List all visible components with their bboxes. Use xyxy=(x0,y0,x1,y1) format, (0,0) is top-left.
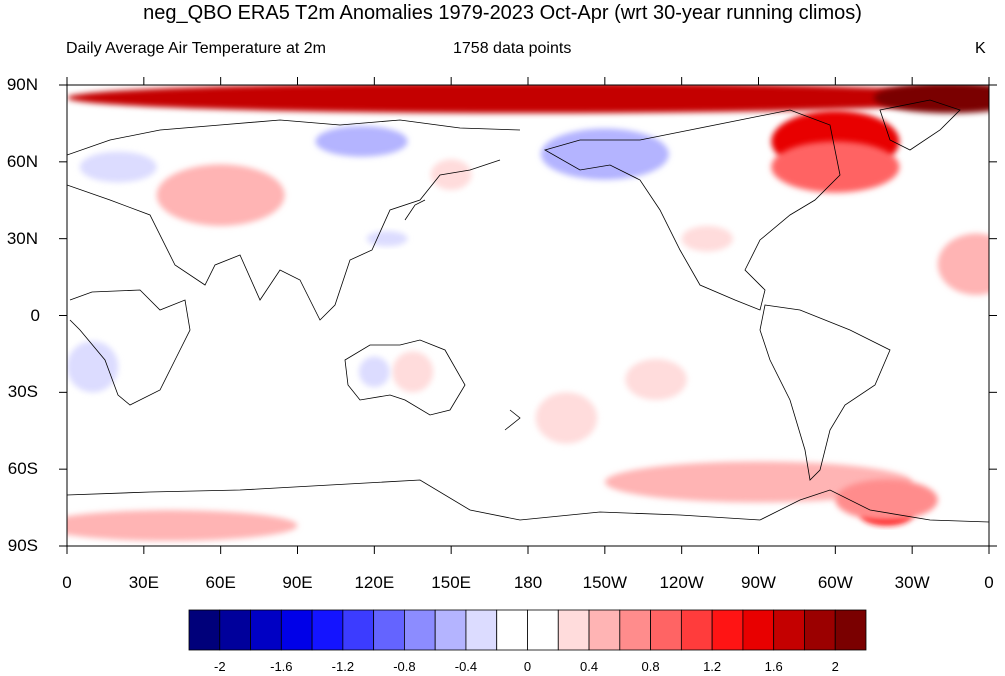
anomaly-region-10 xyxy=(366,230,408,247)
anomaly-region-1 xyxy=(873,85,989,114)
colorbar-swatch-11 xyxy=(527,609,559,651)
colorbar-label-9: 1.6 xyxy=(764,659,783,674)
anomaly-region-21 xyxy=(67,341,119,393)
coastline-new-zealand xyxy=(504,409,521,431)
colorbar-label-7: 0.8 xyxy=(641,659,660,674)
colorbar-swatch-19 xyxy=(773,609,805,651)
colorbar-swatch-3 xyxy=(280,609,313,651)
colorbar-swatch-4 xyxy=(311,609,344,651)
colorbar-label-2: -1.2 xyxy=(331,659,355,674)
anomaly-region-8 xyxy=(315,125,408,157)
colorbar-swatch-6 xyxy=(373,609,405,651)
anomaly-region-14 xyxy=(67,510,298,541)
colorbar-swatch-7 xyxy=(404,609,436,651)
lon-label-4: 120E xyxy=(354,573,395,592)
anomaly-region-0 xyxy=(67,85,989,114)
colorbar-swatch-9 xyxy=(465,609,498,651)
coastlines xyxy=(67,99,989,523)
lat-label-3: 0 xyxy=(30,305,40,325)
anomaly-region-20 xyxy=(358,356,390,388)
lon-label-11: 30W xyxy=(894,573,930,592)
colorbar-label-1: -1.6 xyxy=(270,659,293,674)
center-subtitle: 1758 data points xyxy=(453,40,572,57)
coastline-north-america xyxy=(543,109,841,311)
lat-label-6: 90S xyxy=(7,536,38,555)
coastline-africa xyxy=(69,289,191,406)
colorbar-swatch-16 xyxy=(680,609,713,651)
colorbar-label-0: -2 xyxy=(213,659,226,674)
colorbar-label-3: -0.8 xyxy=(393,659,416,674)
anomaly-region-5 xyxy=(156,164,285,226)
lon-label-10: 60W xyxy=(817,573,853,592)
coastline-antarctica xyxy=(67,479,989,523)
colorbar-label-8: 1.2 xyxy=(703,659,722,674)
lon-label-0: 0 xyxy=(62,573,72,592)
lon-label-1: 30E xyxy=(128,573,159,592)
lon-label-12: 0 xyxy=(984,573,994,592)
lon-label-6: 180 xyxy=(513,573,543,592)
anomaly-region-12 xyxy=(937,233,989,296)
lat-label-4: 30S xyxy=(7,382,38,402)
coastline-japan xyxy=(404,199,426,221)
anomaly-region-11 xyxy=(430,159,472,191)
colorbar-label-5: 0 xyxy=(523,659,532,674)
anomaly-field xyxy=(67,85,989,541)
left-subtitle: Daily Average Air Temperature at 2m xyxy=(66,40,326,57)
colorbar-swatch-18 xyxy=(742,609,775,651)
lon-label-2: 60E xyxy=(205,573,236,592)
anomaly-region-13 xyxy=(604,461,913,503)
colorbar-swatch-8 xyxy=(434,609,467,651)
anomaly-region-9 xyxy=(79,151,157,183)
anomaly-region-3 xyxy=(771,141,900,193)
colorbar-swatch-10 xyxy=(496,609,528,651)
colorbar-label-4: -0.4 xyxy=(454,659,478,674)
colorbar xyxy=(188,609,867,651)
colorbar-swatch-13 xyxy=(588,609,621,651)
coastline-greenland xyxy=(879,99,961,151)
units-label: K xyxy=(975,40,986,57)
lon-label-5: 150E xyxy=(431,573,471,592)
map-title: neg_QBO ERA5 T2m Anomalies 1979-2023 Oct… xyxy=(143,2,862,24)
colorbar-swatch-21 xyxy=(834,609,867,651)
axis-ticks xyxy=(59,77,997,554)
anomaly-region-19 xyxy=(392,351,434,393)
lon-label-3: 90E xyxy=(282,573,313,592)
anomaly-region-18 xyxy=(535,392,598,444)
colorbar-swatch-17 xyxy=(711,609,744,651)
lat-label-2: 30N xyxy=(6,228,38,248)
colorbar-swatch-1 xyxy=(219,609,251,651)
coastline-south-america xyxy=(759,304,891,481)
anomaly-region-16 xyxy=(835,479,938,521)
coastline-australia xyxy=(344,339,466,416)
colorbar-swatch-15 xyxy=(650,609,682,651)
colorbar-swatch-0 xyxy=(188,609,221,651)
lat-label-5: 60S xyxy=(7,459,38,479)
colorbar-swatch-2 xyxy=(250,609,282,651)
lat-label-1: 60N xyxy=(6,151,38,171)
colorbar-swatch-14 xyxy=(619,609,651,651)
lon-label-8: 120W xyxy=(659,573,704,592)
colorbar-swatch-20 xyxy=(804,609,836,651)
anomaly-region-17 xyxy=(625,359,687,401)
coastline-arctic-eurasia xyxy=(67,119,521,156)
lat-label-0: 90N xyxy=(6,75,38,94)
lon-label-7: 150W xyxy=(582,573,628,592)
anomaly-region-22 xyxy=(681,225,733,252)
lon-label-9: 90W xyxy=(741,573,776,592)
colorbar-swatch-5 xyxy=(342,609,375,651)
coastline-asia xyxy=(67,159,501,321)
anomaly-region-7 xyxy=(540,128,669,180)
colorbar-label-10: 2 xyxy=(831,659,839,674)
colorbar-label-6: 0.4 xyxy=(579,659,599,674)
colorbar-swatch-12 xyxy=(557,609,590,651)
